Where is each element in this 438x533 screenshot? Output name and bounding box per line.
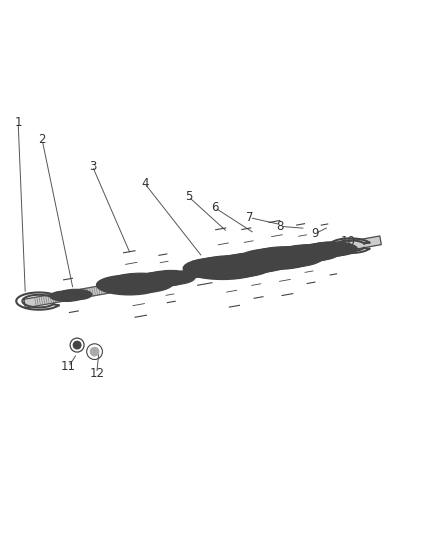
Ellipse shape (147, 274, 180, 284)
Text: 7: 7 (246, 211, 253, 224)
Ellipse shape (193, 256, 272, 278)
Ellipse shape (108, 273, 173, 293)
Ellipse shape (222, 253, 292, 272)
Text: 12: 12 (89, 367, 104, 380)
Ellipse shape (300, 243, 351, 257)
Ellipse shape (108, 279, 150, 292)
Ellipse shape (249, 247, 323, 268)
Ellipse shape (183, 270, 208, 277)
Ellipse shape (253, 253, 298, 265)
Text: 8: 8 (276, 220, 284, 233)
Ellipse shape (213, 254, 283, 273)
Ellipse shape (50, 291, 83, 302)
Ellipse shape (226, 258, 270, 270)
Ellipse shape (139, 272, 187, 286)
Text: 5: 5 (185, 190, 192, 203)
Ellipse shape (147, 270, 195, 285)
Text: 3: 3 (89, 159, 96, 173)
Polygon shape (24, 236, 381, 308)
Text: 6: 6 (211, 201, 219, 214)
Text: 2: 2 (39, 133, 46, 147)
Ellipse shape (280, 245, 339, 261)
Text: 4: 4 (141, 177, 148, 190)
Circle shape (90, 348, 99, 356)
Ellipse shape (198, 262, 247, 275)
Circle shape (73, 341, 81, 349)
Text: 1: 1 (14, 116, 22, 129)
Text: 10: 10 (340, 235, 355, 248)
Text: 11: 11 (61, 360, 76, 374)
Ellipse shape (183, 257, 262, 279)
Ellipse shape (238, 248, 313, 269)
Ellipse shape (307, 242, 357, 256)
Ellipse shape (96, 275, 162, 295)
Ellipse shape (59, 289, 92, 300)
Ellipse shape (272, 246, 332, 263)
Ellipse shape (198, 267, 222, 274)
Ellipse shape (311, 244, 347, 255)
Ellipse shape (283, 249, 320, 260)
Text: 9: 9 (311, 227, 319, 240)
